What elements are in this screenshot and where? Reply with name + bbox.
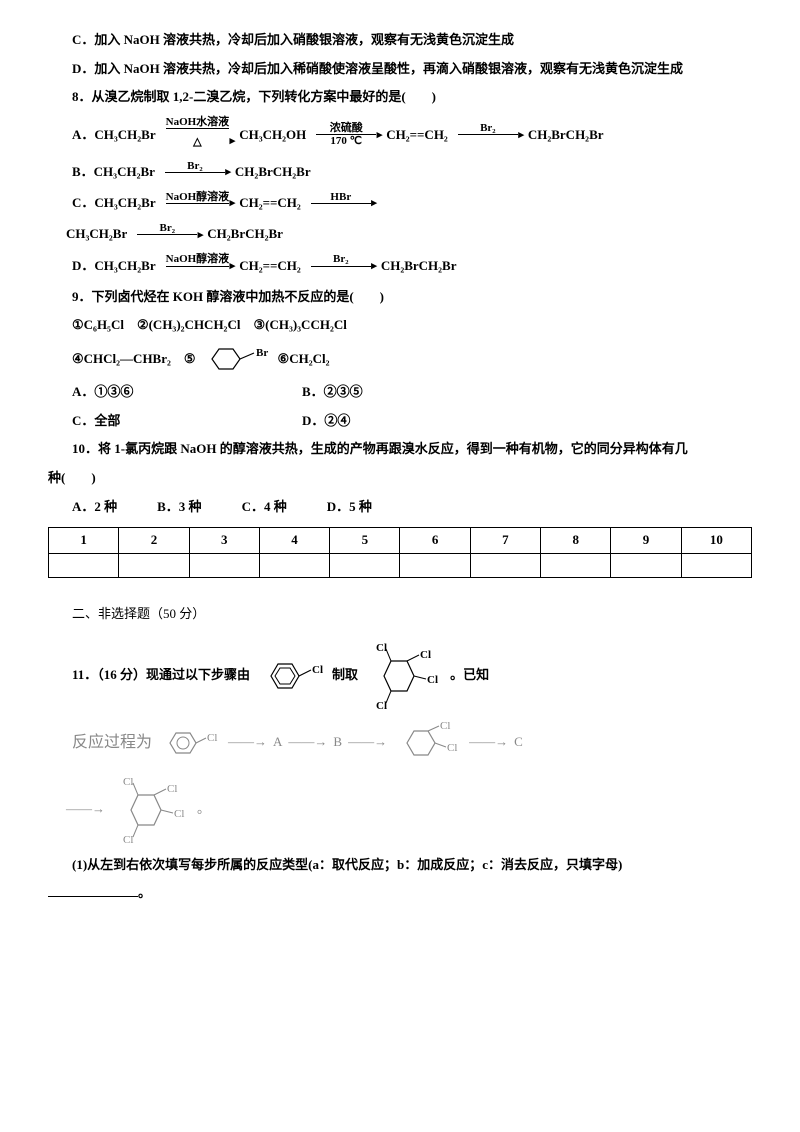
q8-option-c: C．CH₃CH₂Br NaOH醇溶液 ▸ CH₂==CH₂ HBr ▸	[72, 191, 752, 216]
question-9: 9．下列卤代烃在 KOH 醇溶液中加热不反应的是( )	[48, 285, 752, 310]
question-8: 8．从溴乙烷制取 1,2-二溴乙烷，下列转化方案中最好的是( )	[48, 85, 752, 110]
chlorobenzene-icon: Cl	[256, 653, 326, 699]
dibromo: CH₂BrCH₂Br	[528, 123, 604, 148]
cyclohexane-br-icon: Br	[202, 342, 272, 376]
option-c: C．加入 NaOH 溶液共热，冷却后加入硝酸银溶液，观察有无浅黄色沉淀生成	[48, 28, 752, 53]
ethene: CH₂==CH₂	[386, 123, 448, 148]
question-10-cont: 种( )	[48, 466, 752, 491]
svg-text:Cl: Cl	[427, 674, 438, 686]
arrow-naoh-aq: NaOH水溶液 △ ▸	[166, 116, 230, 154]
q8-option-d: D．CH₃CH₂Br NaOH醇溶液 ▸ CH₂==CH₂ Br₂ ▸ CH₂B…	[72, 253, 752, 278]
svg-text:Cl: Cl	[420, 649, 431, 661]
dibromo-c: CH₂BrCH₂Br	[207, 222, 283, 247]
arrow-br2-c: Br₂ ▸	[137, 222, 197, 247]
q10-options: A．2 种 B．3 种 C．4 种 D．5 种	[48, 495, 752, 520]
section-2-title: 二、非选择题（50 分）	[48, 602, 752, 627]
q9-options-row2: C．全部 D．②④	[48, 409, 752, 434]
svg-text:Cl: Cl	[376, 700, 387, 712]
tetrachloro-cyclohexane-icon: Cl Cl Cl Cl	[364, 639, 444, 713]
q8c-lead: C．CH₃CH₂Br	[72, 191, 156, 216]
arrow-hbr: HBr ▸	[311, 191, 371, 216]
q8c-cont: CH₃CH₂Br	[66, 222, 127, 247]
table-head-row: 1 2 3 4 5 6 7 8 9 10	[49, 528, 752, 554]
q8b-lead: B．CH₃CH₂Br	[72, 160, 155, 185]
svg-text:Cl: Cl	[123, 834, 133, 846]
option-d: D．加入 NaOH 溶液共热，冷却后加入稀硝酸使溶液呈酸性，再滴入硝酸银溶液，观…	[48, 57, 752, 82]
ethanol: CH₃CH₂OH	[239, 123, 306, 148]
svg-text:Cl: Cl	[447, 742, 457, 754]
arrow-naoh-alc: NaOH醇溶液 ▸	[166, 191, 230, 216]
dichloro-cyclohexane-icon: Cl Cl	[393, 719, 463, 767]
dibromo-d: CH₂BrCH₂Br	[381, 254, 457, 279]
q9-line2: ④CHCl₂—CHBr₂ ⑤ Br ⑥CH₂Cl₂	[48, 342, 752, 376]
q11-sub1: (1)从左到右依次填写每步所属的反应类型(a：取代反应；b：加成反应；c：消去反…	[48, 853, 752, 878]
q9-line1: ①C₆H₅Cl ②(CH₃)₂CHCH₂Cl ③(CH₃)₃CCH₂Cl	[48, 313, 752, 338]
svg-text:Cl: Cl	[207, 732, 217, 744]
q8-option-a: A．CH₃CH₂Br NaOH水溶液 △ ▸ CH₃CH₂OH 浓硫酸 170 …	[72, 116, 752, 154]
arrow-br2-d: Br₂ ▸	[311, 253, 371, 278]
question-10: 10．将 1-氯丙烷跟 NaOH 的醇溶液共热，生成的产物再跟溴水反应，得到一种…	[48, 437, 752, 462]
svg-text:Cl: Cl	[376, 642, 387, 654]
q11-product-row: ——→ Cl Cl Cl Cl 。	[66, 773, 752, 847]
tetrachloro-cyclohexane-icon-2: Cl Cl Cl Cl	[111, 773, 191, 847]
svg-text:Br: Br	[256, 347, 268, 359]
q8a-lead: A．CH₃CH₂Br	[72, 123, 156, 148]
arrow-h2so4: 浓硫酸 170 ℃ ▸	[316, 122, 376, 147]
svg-text:Cl: Cl	[174, 808, 184, 820]
answer-table: 1 2 3 4 5 6 7 8 9 10	[48, 527, 752, 578]
q11-blank: 。	[48, 881, 752, 906]
svg-text:Cl: Cl	[440, 720, 450, 732]
arrow-naoh-alc-d: NaOH醇溶液 ▸	[166, 253, 230, 278]
ethene-d: CH₂==CH₂	[239, 254, 301, 279]
table-answer-row	[49, 554, 752, 578]
q11-process: 反应过程为 Cl ——→A ——→B ——→ Cl Cl ——→C	[72, 719, 752, 767]
arrow-br2: Br₂ ▸	[458, 122, 518, 147]
chlorobenzene-icon-2: Cl	[158, 723, 222, 763]
svg-text:Cl: Cl	[167, 783, 177, 795]
svg-text:Cl: Cl	[312, 664, 323, 676]
q8d-lead: D．CH₃CH₂Br	[72, 254, 156, 279]
arrow-br2-b: Br₂ ▸	[165, 160, 225, 185]
q11-line1: 11．（16 分）现通过以下步骤由 Cl 制取 Cl Cl Cl Cl 。已知	[72, 639, 752, 713]
q9-options-row1: A．①③⑥ B．②③⑤	[48, 380, 752, 405]
svg-text:Cl: Cl	[123, 776, 133, 788]
q8-option-c-cont: CH₃CH₂Br Br₂ ▸ CH₂BrCH₂Br	[66, 222, 752, 247]
q8-option-b: B．CH₃CH₂Br Br₂ ▸ CH₂BrCH₂Br	[72, 160, 752, 185]
dibromo-b: CH₂BrCH₂Br	[235, 160, 311, 185]
ethene-c: CH₂==CH₂	[239, 191, 301, 216]
